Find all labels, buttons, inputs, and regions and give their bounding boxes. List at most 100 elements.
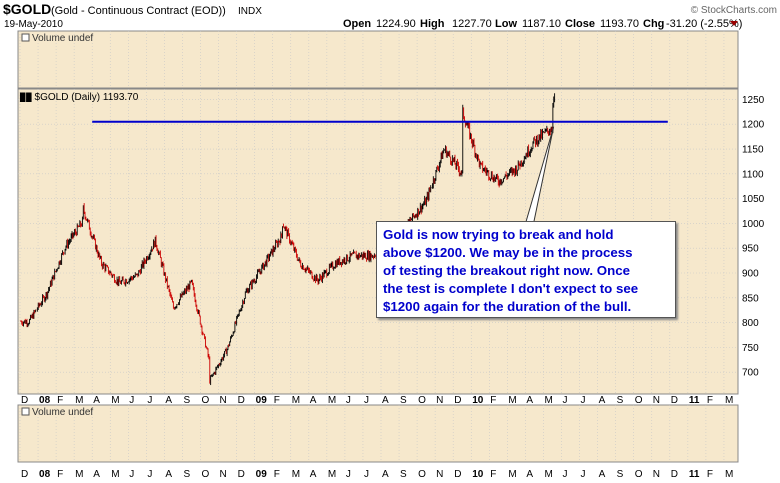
main-panel-label: ▉▉ $GOLD (Daily) 1193.70 (19, 92, 139, 103)
x-tick-label: A (310, 395, 317, 405)
x-tick-label: M (725, 469, 733, 480)
x-tick-label: O (635, 395, 643, 405)
x-tick-label: F (274, 395, 280, 405)
top-volume-panel: Volume undef (17, 30, 739, 89)
x-tick-label: M (508, 395, 516, 405)
y-tick-label: 1100 (742, 169, 764, 180)
chg-label: Chg (643, 18, 664, 30)
annotation-box: Gold is now trying to break and hold abo… (376, 221, 676, 318)
x-tick-label: J (129, 395, 134, 405)
x-tick-label: M (111, 395, 119, 405)
x-tick-label: M (75, 395, 83, 405)
open-label: Open (343, 18, 371, 30)
x-tick-label: O (202, 469, 210, 480)
x-tick-label: M (544, 395, 552, 405)
x-tick-label: O (418, 395, 426, 405)
x-tick-label: D (671, 469, 678, 480)
y-tick-label: 1200 (742, 120, 765, 131)
x-tick-label: 10 (472, 395, 484, 405)
x-tick-label: A (165, 469, 172, 480)
panel-toggle-icon[interactable] (21, 33, 30, 42)
x-tick-label: N (220, 395, 227, 405)
x-tick-label: A (165, 395, 172, 405)
x-tick-label: N (220, 469, 227, 480)
x-tick-label: N (653, 469, 660, 480)
x-tick-label: A (93, 469, 100, 480)
high-value: 1227.70 (452, 18, 492, 30)
close-value: 1193.70 (600, 18, 639, 30)
annotation-line-4: the test is complete I don't expect to s… (383, 281, 639, 296)
x-tick-label: 11 (689, 395, 700, 405)
x-tick-label: S (400, 469, 407, 480)
x-tick-label: 10 (472, 469, 484, 480)
x-tick-label: D (238, 469, 245, 480)
x-tick-label: A (382, 469, 389, 480)
x-tick-label: F (57, 469, 63, 480)
x-tick-label: M (328, 469, 336, 480)
y-tick-label: 900 (742, 268, 759, 279)
stockcharts-watermark: © StockCharts.com (691, 5, 777, 16)
description: (Gold - Continuous Contract (EOD)) (51, 5, 226, 17)
top-panel-label: Volume undef (32, 33, 93, 44)
annotation-line-3: of testing the breakout right now. Once (383, 263, 630, 278)
annotation-line-2: above $1200. We may be in the process (383, 245, 633, 260)
annotation-line-5: $1200 again for the duration of the bull… (383, 299, 632, 314)
x-tick-label: N (436, 469, 443, 480)
chg-value: -31.20 (-2.55%) (666, 18, 742, 30)
panel-toggle-icon[interactable] (21, 407, 30, 416)
x-tick-label: J (581, 469, 586, 480)
x-tick-label: J (563, 395, 568, 405)
annotation-line-1: Gold is now trying to break and hold (383, 227, 614, 242)
x-tick-label: O (635, 469, 643, 480)
x-tick-label: S (400, 395, 407, 405)
x-tick-label: J (364, 469, 369, 480)
x-tick-label: D (671, 395, 678, 405)
x-tick-label: A (93, 395, 100, 405)
x-tick-label: A (382, 395, 389, 405)
y-tick-label: 1250 (742, 95, 765, 106)
x-tick-label: M (328, 395, 336, 405)
x-tick-label: 09 (256, 469, 268, 480)
x-tick-label: 08 (39, 469, 51, 480)
x-tick-label: M (725, 395, 733, 405)
x-tick-label: J (147, 469, 152, 480)
x-tick-label: M (292, 469, 300, 480)
symbol: $GOLD (3, 1, 51, 17)
chart-header: $GOLD (Gold - Continuous Contract (EOD))… (3, 1, 777, 30)
x-tick-label: F (274, 469, 280, 480)
low-value: 1187.10 (522, 18, 561, 30)
x-tick-label: F (57, 395, 63, 405)
y-tick-label: 1050 (742, 194, 765, 205)
y-tick-label: 800 (742, 318, 759, 329)
top-panel-background (17, 30, 739, 89)
chart-date: 19-May-2010 (4, 19, 63, 30)
x-tick-label: N (436, 395, 443, 405)
x-tick-label: S (183, 395, 190, 405)
x-tick-label: M (544, 469, 552, 480)
x-tick-label: D (454, 469, 461, 480)
x-tick-label: D (238, 395, 245, 405)
exchange: INDX (238, 6, 262, 17)
x-tick-label: M (508, 469, 516, 480)
y-tick-label: 750 (742, 343, 759, 354)
x-tick-label: J (581, 395, 586, 405)
y-tick-label: 950 (742, 244, 759, 255)
x-tick-label: F (490, 469, 496, 480)
x-tick-label: O (418, 469, 426, 480)
x-tick-label: A (526, 469, 533, 480)
x-tick-label: D (454, 395, 461, 405)
bottom-panel-background (17, 404, 739, 463)
x-tick-label: S (617, 469, 624, 480)
y-tick-label: 1150 (742, 145, 764, 156)
x-tick-label: S (617, 395, 624, 405)
x-tick-label: A (599, 469, 606, 480)
x-tick-label: M (75, 469, 83, 480)
down-triangle-icon (730, 21, 738, 26)
low-label: Low (495, 18, 517, 30)
close-label: Close (565, 18, 595, 30)
x-tick-label: S (183, 469, 190, 480)
x-tick-label: F (707, 395, 713, 405)
x-tick-label: 08 (39, 395, 51, 405)
x-tick-label: J (346, 469, 351, 480)
y-tick-label: 850 (742, 293, 759, 304)
